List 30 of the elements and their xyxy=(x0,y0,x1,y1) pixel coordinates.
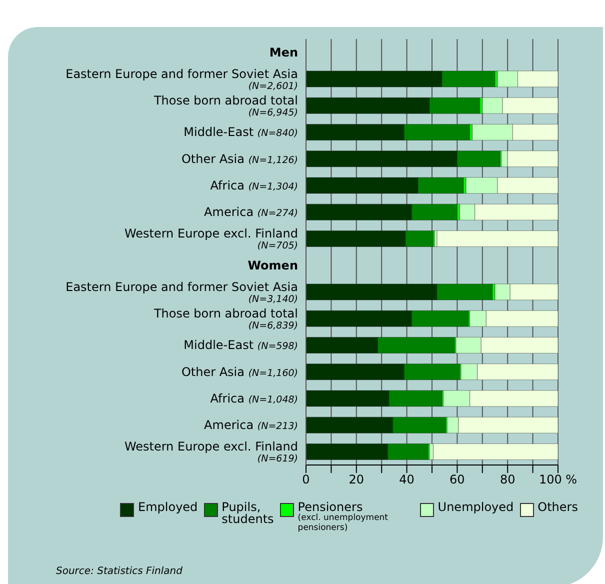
y-tick-label: America (N=274) xyxy=(204,205,298,220)
x-tick-label: 100 % xyxy=(538,472,578,487)
x-tick-label: 80 xyxy=(500,472,516,487)
legend-label: Unemployed xyxy=(438,500,514,514)
x-tick-label: 60 xyxy=(450,472,465,487)
y-tick-label: Those born abroad total (N=6,839) xyxy=(152,306,298,332)
x-tick-label: 40 xyxy=(399,472,414,487)
legend-label: Pensioners (excl. unemployment pensioners) xyxy=(298,500,390,533)
legend-label: Employed xyxy=(138,500,198,514)
y-tick-label: Eastern Europe and former Soviet Asia (N=3,140) xyxy=(66,280,298,305)
y-tick-label: Men xyxy=(269,45,298,60)
bar xyxy=(436,230,558,247)
bar xyxy=(433,444,558,460)
y-tick-label: Western Europe excl. Finland (N=705) xyxy=(124,226,298,252)
y-tick-label: Africa (N=1,304) xyxy=(210,178,298,192)
x-tick-label: 0 xyxy=(302,472,310,487)
y-tick-label: Middle-East (N=598) xyxy=(184,338,298,352)
y-tick-label: Western Europe excl. Finland (N=619) xyxy=(124,440,298,465)
legend-label: Pupils, students xyxy=(222,500,274,526)
y-tick-label: America (N=213) xyxy=(204,418,298,432)
legend-label: Others xyxy=(538,500,578,514)
y-tick-label: Africa (N=1,048) xyxy=(210,391,298,406)
y-tick-label: Other Asia (N=1,126) xyxy=(181,152,298,166)
source-note: Source: Statistics Finland xyxy=(56,566,182,577)
y-tick-label: Other Asia (N=1,160) xyxy=(181,364,298,379)
y-tick-label: Women xyxy=(248,258,298,272)
y-tick-label: Those born abroad total (N=6,945) xyxy=(152,94,298,119)
y-tick-label: Eastern Europe and former Soviet Asia (N=2,601) xyxy=(66,66,298,92)
y-tick-label: Middle-East (N=840) xyxy=(184,125,298,140)
x-tick-label: 20 xyxy=(348,472,364,487)
